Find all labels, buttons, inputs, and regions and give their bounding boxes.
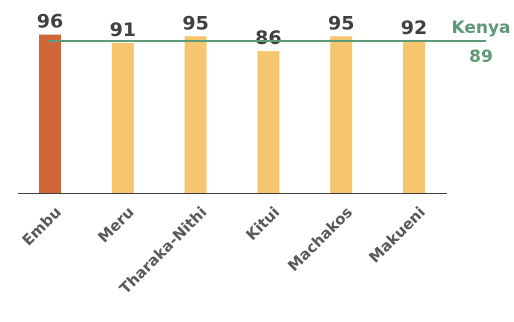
category-label-meru: Meru [94, 203, 137, 246]
value-label-kitui: 86 [255, 27, 281, 49]
value-label-embu: 96 [37, 11, 63, 33]
bars [39, 34, 425, 194]
reference-line-value: 89 [469, 47, 493, 67]
value-label-makueni: 92 [401, 17, 427, 39]
bar-tharaka-nithi [184, 36, 207, 193]
category-label-machakos: Machakos [284, 203, 356, 275]
bar-meru [111, 42, 134, 193]
value-labels: 96 91 95 86 95 92 [37, 11, 427, 49]
bar-kitui [257, 51, 280, 193]
bar-makueni [403, 41, 425, 194]
value-label-machakos: 95 [328, 12, 354, 34]
reference-line-name: Kenya [451, 18, 510, 38]
category-label-kitui: Kitui [242, 203, 283, 244]
bar-machakos [330, 36, 353, 193]
value-label-tharaka-nithi: 95 [182, 12, 208, 34]
category-label-embu: Embu [19, 203, 65, 249]
value-label-meru: 91 [110, 19, 136, 41]
category-label-makueni: Makueni [365, 203, 428, 266]
bar-embu [39, 34, 61, 193]
